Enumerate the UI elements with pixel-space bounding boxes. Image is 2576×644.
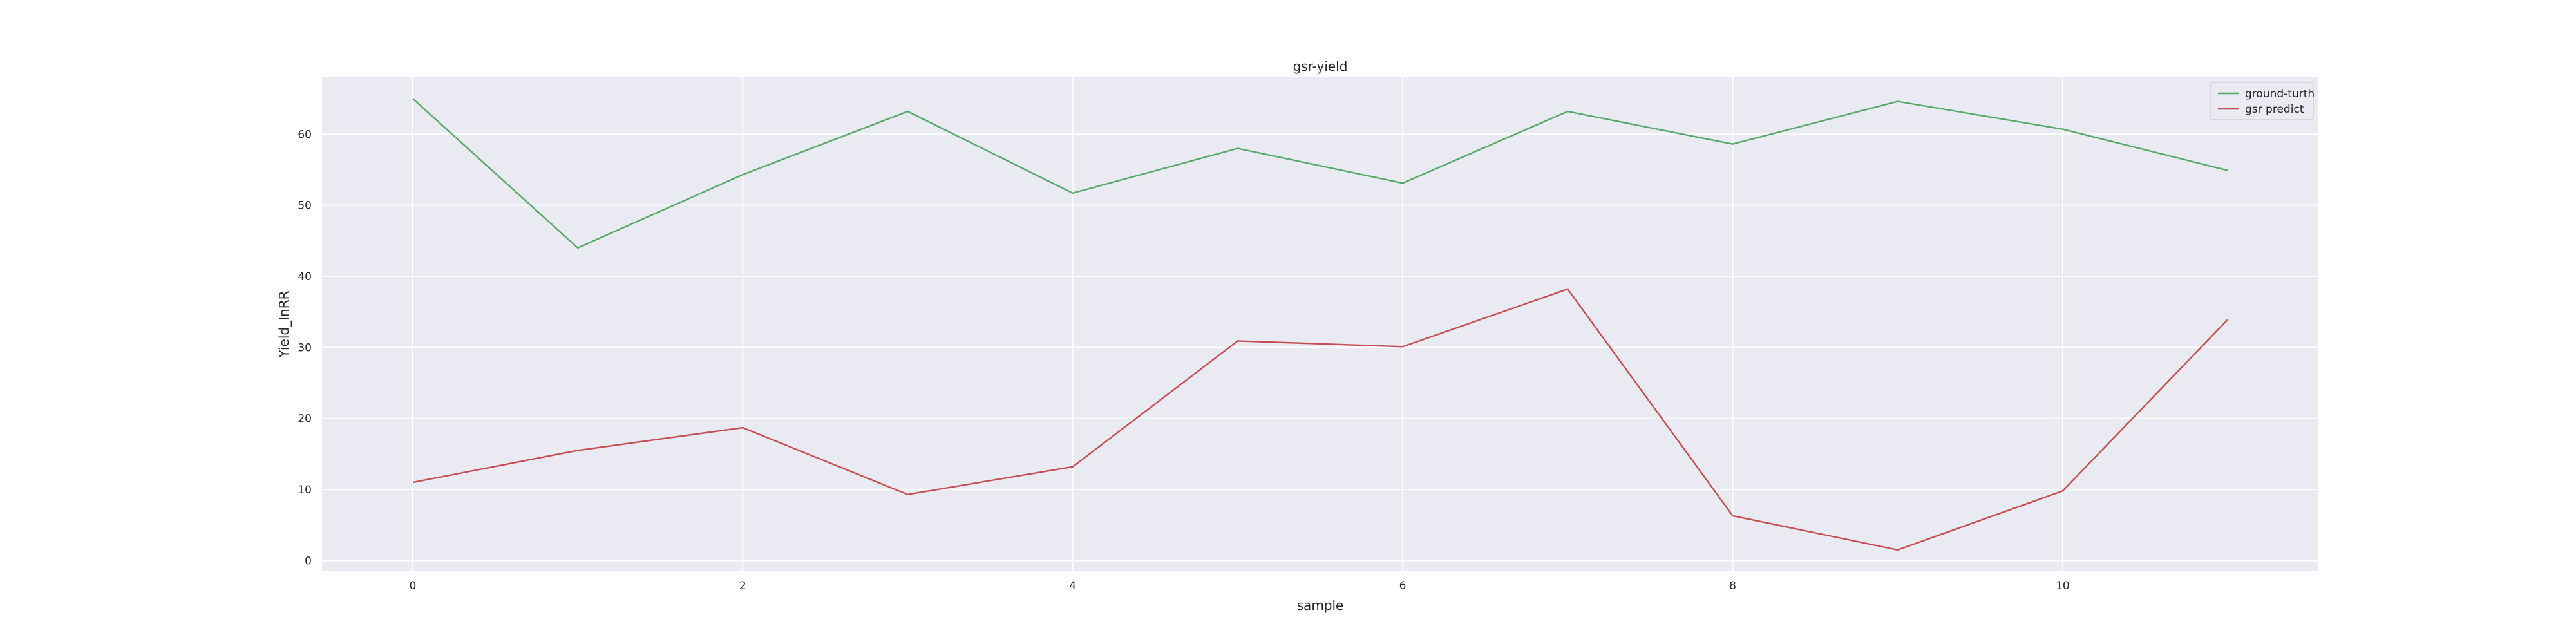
tick-labels: 0 2 4 6 8 10 0 10 20 30 40 50 60	[298, 128, 2069, 592]
y-tick-label: 50	[298, 200, 312, 213]
grid	[322, 77, 2318, 571]
x-tick-label: 8	[1729, 580, 1736, 592]
series-line-gsr-predict	[412, 288, 2228, 551]
x-tick-label: 2	[739, 580, 746, 592]
x-tick-label: 0	[409, 580, 416, 592]
x-tick-label: 10	[2056, 580, 2070, 592]
series-lines	[412, 98, 2228, 551]
x-tick-label: 6	[1399, 580, 1406, 592]
y-tick-label: 40	[298, 270, 312, 283]
plot-area	[322, 77, 2318, 571]
y-tick-label: 20	[298, 413, 312, 426]
y-tick-label: 10	[298, 484, 312, 497]
y-tick-label: 60	[298, 128, 312, 141]
chart-title: gsr-yield	[1293, 59, 1348, 74]
x-tick-label: 4	[1069, 580, 1076, 592]
legend: ground-turth gsr predict	[2210, 82, 2315, 120]
series-line-ground-turth	[412, 98, 2228, 249]
y-tick-label: 30	[298, 341, 312, 354]
y-axis-label: Yield_InRR	[276, 290, 292, 358]
legend-box	[2210, 82, 2314, 120]
legend-label-ground-turth: ground-turth	[2245, 88, 2315, 100]
legend-label-gsr-predict: gsr predict	[2245, 103, 2304, 116]
x-axis-label: sample	[1297, 598, 1344, 613]
y-tick-label: 0	[305, 554, 312, 567]
